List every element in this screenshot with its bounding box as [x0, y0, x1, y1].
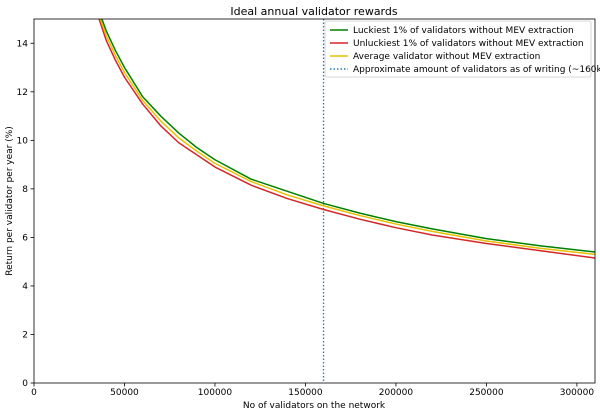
legend-label: Unluckiest 1% of validators without MEV …: [353, 39, 584, 49]
series-line-1: [101, 19, 595, 253]
x-tick-label: 300000: [560, 388, 595, 398]
x-tick-label: 50000: [110, 388, 139, 398]
chart-title: Ideal annual validator rewards: [230, 5, 397, 18]
x-tick-label: 250000: [469, 388, 504, 398]
plot-frame: [33, 18, 596, 384]
x-tick-label: 200000: [379, 388, 414, 398]
legend-label: Luckiest 1% of validators without MEV ex…: [353, 26, 574, 36]
y-tick-label: 4: [22, 282, 28, 292]
y-tick-label: 6: [22, 233, 28, 243]
x-axis-title: No of validators on the network: [243, 401, 386, 411]
x-tick-label: 150000: [288, 388, 323, 398]
y-tick-label: 12: [17, 88, 28, 98]
plot-lines: [98, 19, 595, 383]
x-axis: 0 50000 100000 150000 200000 250000 300000: [31, 383, 594, 398]
legend-label: Approximate amount of validators as of w…: [353, 65, 600, 75]
y-tick-label: 0: [22, 379, 28, 389]
series-line-2: [98, 19, 595, 259]
y-tick-label: 8: [22, 185, 28, 195]
legend-label: Average validator without MEV extraction: [353, 52, 540, 62]
y-axis: 0 2 4 6 8 10 12 14: [17, 39, 34, 389]
x-tick-label: 0: [31, 388, 37, 398]
y-tick-label: 10: [17, 136, 29, 146]
legend-box: [324, 20, 592, 78]
y-tick-label: 14: [17, 39, 29, 49]
x-tick-label: 100000: [198, 388, 233, 398]
series-line-3: [99, 19, 595, 256]
legend: Luckiest 1% of validators without MEV ex…: [324, 20, 600, 78]
y-tick-label: 2: [22, 330, 28, 340]
y-axis-title: Return per validator per year (%): [5, 126, 15, 276]
